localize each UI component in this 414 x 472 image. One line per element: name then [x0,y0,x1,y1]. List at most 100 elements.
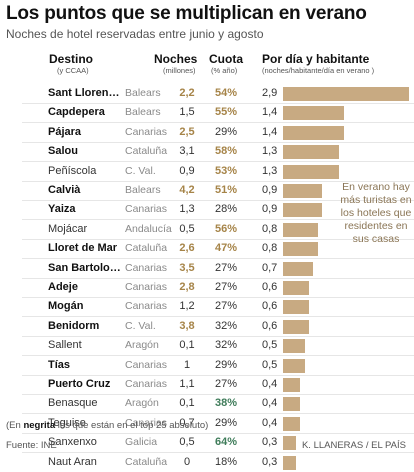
row-divider [22,413,414,415]
region-name: Cataluña [125,242,168,255]
per-day-bar [283,319,310,334]
cuota-value: 64% [214,436,238,449]
noches-value: 1,1 [179,378,195,390]
cuota-value: 27% [214,261,238,274]
region-name: Canarias [125,378,168,390]
cuota-value: 55% [214,106,238,119]
per-day-value: 0,8 [262,222,278,235]
table-row: Sant Llorenç... Balears 2,2 54% 2,9 [0,84,414,103]
noches-value: 2,5 [179,125,195,138]
row-divider [22,374,414,376]
per-day-bar [283,436,297,451]
per-day-bar [283,106,344,121]
per-day-bar [283,455,297,470]
region-name: Canarias [125,358,168,371]
cuota-value: 18% [214,455,238,468]
per-day-value: 0,4 [262,416,278,429]
footnote-pre: (En [6,420,24,431]
destination-name: Tías [48,358,71,371]
table-row: Teguise Canarias 0,7 29% 0,4 [0,414,414,433]
destination-name: Peñíscola [48,164,97,177]
table-row: Capdepera Balears 1,5 55% 1,4 [0,103,414,122]
per-day-value: 0,6 [262,281,278,293]
cuota-value: 54% [214,87,238,99]
author-credit: K. LLANERAS / EL PAÍS [301,440,406,451]
per-day-value: 1,3 [262,164,278,177]
per-day-bar [283,164,340,179]
noches-value: 1,3 [179,203,195,216]
source-credit: Fuente: INE [6,440,57,451]
noches-value: 0,7 [179,416,195,429]
per-day-value: 0,6 [262,319,278,332]
cuota-value: 29% [214,416,238,429]
table-row: San Bartolomé...Canarias 3,5 27% 0,7 [0,259,414,278]
region-name: Aragón [125,397,159,410]
region-name: Galicia [125,436,158,449]
table-row: Benasque Aragón 0,1 38% 0,4 [0,394,414,413]
row-divider [22,355,414,357]
per-day-bar [283,261,314,276]
table-row: Tías Canarias 1 29% 0,5 [0,356,414,375]
footnote-bold: negrita [23,420,56,431]
region-name: Balears [125,87,161,99]
cuota-value: 58% [214,145,238,158]
table-row: Salou Cataluña 3,1 58% 1,3 [0,142,414,161]
per-day-bar [283,87,409,101]
row-divider [22,393,414,395]
table-row: Naut Aran Cataluña 0 18% 0,3 [0,453,414,472]
per-day-bar [283,125,344,140]
destination-name: Adeje [48,281,78,293]
cuota-value: 27% [214,281,238,293]
table-row: Benidorm C. Val. 3,8 32% 0,6 [0,317,414,336]
row-divider [22,219,414,221]
region-name: Canarias [125,261,168,274]
per-day-bar [283,378,301,392]
per-day-value: 0,6 [262,300,278,313]
table-row: Calvià Balears 4,2 51% 0,9 [0,181,414,200]
noches-value: 0,5 [179,222,195,235]
table-row: Adeje Canarias 2,8 27% 0,6 [0,278,414,297]
cuota-value: 53% [214,164,238,177]
row-divider [22,296,414,298]
region-name: Canarias [125,300,168,313]
destination-name: Lloret de Mar [48,242,118,255]
per-day-bar [283,300,310,315]
per-day-value: 0,3 [262,455,278,468]
region-name: C. Val. [125,319,156,332]
header-noches: Noches [154,52,198,66]
per-day-bar [283,222,318,237]
region-name: Cataluña [125,145,168,158]
header-cuota: Cuota [209,52,243,66]
destination-name: Pájara [48,125,82,138]
table-row: Lloret de Mar Cataluña 2,6 47% 0,8 [0,239,414,258]
destination-name: San Bartolomé... [48,261,122,274]
header-destino-sub: (y CCAA) [57,66,89,75]
per-day-bar [283,145,340,160]
row-divider [22,277,414,279]
cuota-value: 29% [214,125,238,138]
cuota-value: 56% [214,222,238,235]
region-name: Andalucía [125,222,172,235]
per-day-value: 1,4 [262,106,278,119]
region-name: Cataluña [125,455,168,468]
per-day-value: 0,5 [262,358,278,371]
row-divider [22,238,414,240]
header-noches-sub: (millones) [163,66,196,75]
header-cuota-sub: (% año) [211,66,238,75]
noches-value: 3,5 [179,261,195,274]
destination-name: Capdepera [48,106,105,119]
region-name: Balears [125,106,161,119]
destination-name: Benidorm [48,319,100,332]
destination-name: Mogán [48,300,84,313]
noches-value: 0,5 [179,436,195,449]
per-day-value: 0,7 [262,261,278,274]
noches-value: 2,6 [179,242,195,255]
row-divider [22,452,414,454]
row-divider [22,335,414,337]
destination-name: Sant Llorenç... [48,87,122,99]
table-row: Sanxenxo Galicia 0,5 64% 0,3 [0,433,414,452]
cuota-value: 27% [214,378,238,390]
destination-name: Salou [48,145,78,158]
table-row: Pájara Canarias 2,5 29% 1,4 [0,123,414,142]
per-day-bar [283,358,305,373]
